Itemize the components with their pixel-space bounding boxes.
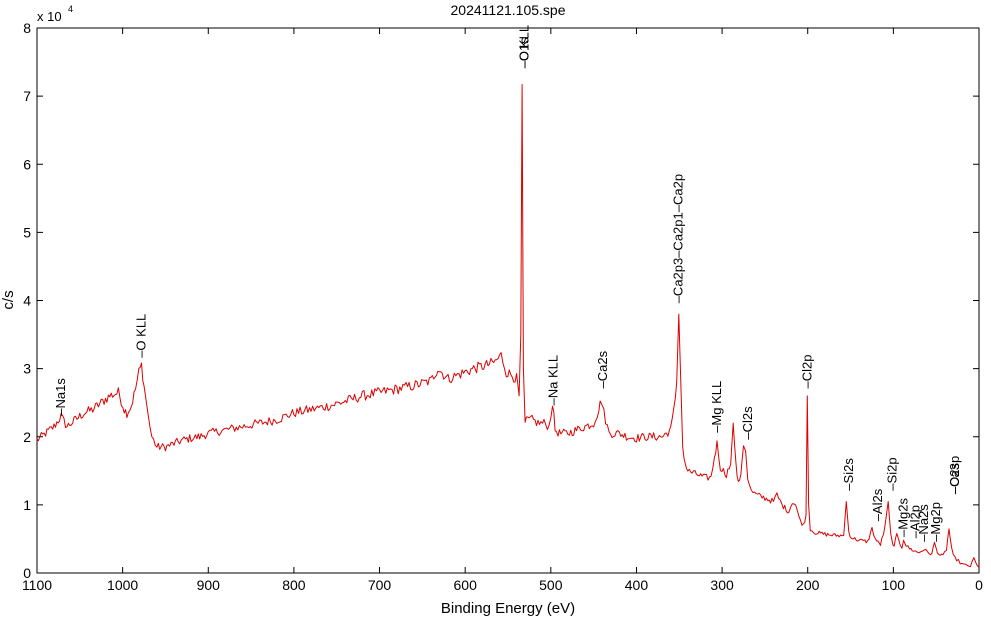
y-tick-label: 0 — [23, 565, 31, 581]
peak-label: –Ca2p — [670, 174, 685, 212]
x-tick-label: 900 — [197, 577, 221, 593]
peak-label: –Si2s — [841, 458, 856, 491]
y-tick-label: 2 — [23, 429, 31, 445]
peak-label: –Al2s — [870, 488, 885, 521]
x-tick-label: 600 — [454, 577, 478, 593]
x-axis-label: Binding Energy (eV) — [441, 600, 575, 617]
x-tick-label: 0 — [975, 577, 983, 593]
peak-label: –Na2s — [916, 504, 931, 542]
y-multiplier-label: x 10 — [37, 9, 62, 24]
x-tick-label: 500 — [539, 577, 563, 593]
y-multiplier-exponent: 4 — [68, 4, 73, 14]
spectrum-line — [36, 84, 980, 568]
y-tick-label: 6 — [23, 156, 31, 172]
plot-frame — [36, 27, 980, 574]
peak-label: –O1s — [516, 37, 531, 69]
y-tick-label: 4 — [23, 293, 31, 309]
x-tick-label: 700 — [368, 577, 392, 593]
axis-ticks: 1100 1000 900 800 700 600 500 400 300 200 100 00123… — [22, 20, 983, 593]
peak-label: –O2s — [947, 463, 962, 495]
chart-title: 20241121.105.spe — [451, 2, 566, 18]
peak-annotations: –Na1s–O KLL–O1s–C KLL–Na KLL –Ca2s–Ca2p3–… — [53, 25, 962, 542]
x-tick-label: 100 — [882, 577, 906, 593]
peak-label: –Ca2p1 — [670, 212, 685, 258]
peak-label: –Si2p — [885, 457, 900, 490]
y-tick-label: 5 — [23, 224, 31, 240]
series-layer — [36, 84, 980, 568]
x-tick-label: 1100 — [22, 577, 52, 593]
x-tick-label: 400 — [625, 577, 649, 593]
peak-label: –Cl2s — [740, 406, 755, 440]
peak-label: –Cl2p — [800, 355, 815, 389]
peak-label: –Ca2s — [595, 350, 610, 388]
y-tick-label: 3 — [23, 361, 31, 377]
peak-label: –Mg2p — [928, 502, 943, 542]
peak-label: –O KLL — [134, 314, 149, 358]
x-tick-label: 800 — [282, 577, 306, 593]
peak-label: –Mg KLL — [709, 381, 724, 433]
peak-label: –Na KLL — [545, 355, 560, 406]
peak-label: –Mg2s — [896, 497, 911, 537]
peak-label: –Na1s — [53, 378, 68, 416]
x-tick-label: 300 — [710, 577, 734, 593]
x-tick-label: 200 — [796, 577, 820, 593]
peak-label: –Al2p — [908, 505, 923, 538]
y-tick-label: 8 — [23, 20, 31, 36]
y-tick-label: 1 — [23, 497, 31, 513]
x-tick-label: 1000 — [107, 577, 138, 593]
peak-label: –Ca3p — [947, 456, 962, 494]
y-tick-label: 7 — [23, 88, 31, 104]
peak-label: –Ca2p3 — [670, 258, 685, 304]
peak-label: –C KLL — [516, 25, 531, 68]
y-axis-label: c/s — [0, 290, 17, 309]
